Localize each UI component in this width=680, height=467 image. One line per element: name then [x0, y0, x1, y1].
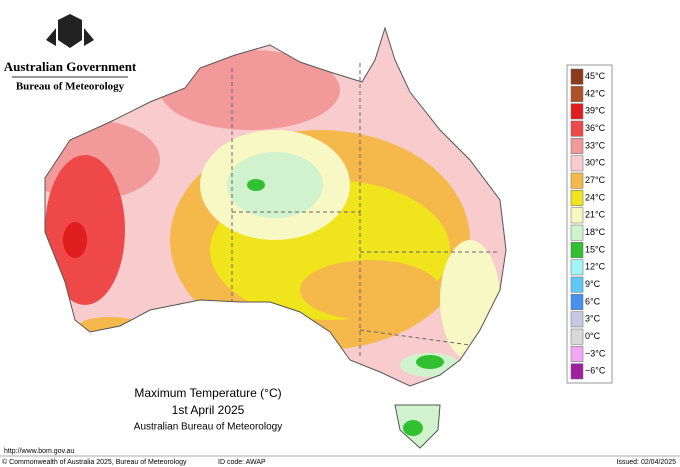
map-date: 1st April 2025 — [172, 403, 245, 417]
legend-swatch — [570, 172, 584, 189]
legend-label: −6°C — [585, 366, 606, 376]
legend-label: 27°C — [585, 175, 606, 185]
copyright: © Commonwealth of Australia 2025, Bureau… — [2, 458, 187, 466]
legend-label: 33°C — [585, 140, 606, 150]
legend-label: 30°C — [585, 158, 606, 168]
id-code: ID code: AWAP — [218, 459, 266, 466]
url: http://www.bom.gov.au — [4, 448, 74, 455]
bureau-name: Bureau of Meteorology — [16, 81, 125, 93]
legend-swatch — [570, 190, 584, 206]
legend-label: 3°C — [585, 314, 601, 324]
legend-label: 15°C — [585, 244, 606, 254]
legend-label: −3°C — [585, 348, 606, 358]
legend-swatch — [570, 224, 584, 241]
legend-swatch — [570, 363, 584, 380]
legend-swatch — [570, 86, 584, 102]
legend-swatch — [570, 276, 584, 293]
legend-swatch — [570, 103, 584, 120]
legend-label: 36°C — [585, 123, 606, 133]
legend-swatch — [570, 259, 584, 276]
legend-swatch — [570, 68, 584, 85]
legend-label: 12°C — [585, 262, 606, 272]
legend-swatch — [570, 155, 584, 172]
legend-swatch — [570, 328, 584, 345]
legend-swatch — [570, 294, 584, 310]
coastline — [44, 26, 507, 387]
legend-swatch — [570, 346, 584, 362]
legend: 45°C 42°C 39°C 36°C 33°C 30°C 27°C 24°C 21°C 18°C… — [570, 68, 606, 380]
map-title: Maximum Temperature (°C) — [134, 386, 281, 400]
gov-name: Australian Government — [4, 59, 137, 74]
state-borders — [231, 60, 500, 358]
legend-swatch — [570, 120, 584, 137]
map-source: Australian Bureau of Meteorology — [134, 422, 282, 433]
tasmania-cool — [403, 420, 423, 436]
legend-label: 0°C — [585, 331, 601, 341]
legend-swatch — [570, 207, 584, 224]
legend-swatch — [570, 138, 584, 154]
legend-label: 45°C — [585, 71, 606, 81]
legend-swatch — [570, 242, 584, 258]
legend-label: 24°C — [585, 192, 606, 202]
legend-label: 42°C — [585, 88, 606, 98]
issued: Issued: 02/04/2025 — [616, 459, 676, 466]
legend-label: 39°C — [585, 106, 606, 116]
crest — [46, 14, 94, 48]
legend-swatch — [570, 311, 584, 328]
legend-label: 6°C — [585, 296, 601, 306]
legend-label: 21°C — [585, 210, 606, 220]
legend-label: 9°C — [585, 279, 601, 289]
legend-label: 18°C — [585, 227, 606, 237]
